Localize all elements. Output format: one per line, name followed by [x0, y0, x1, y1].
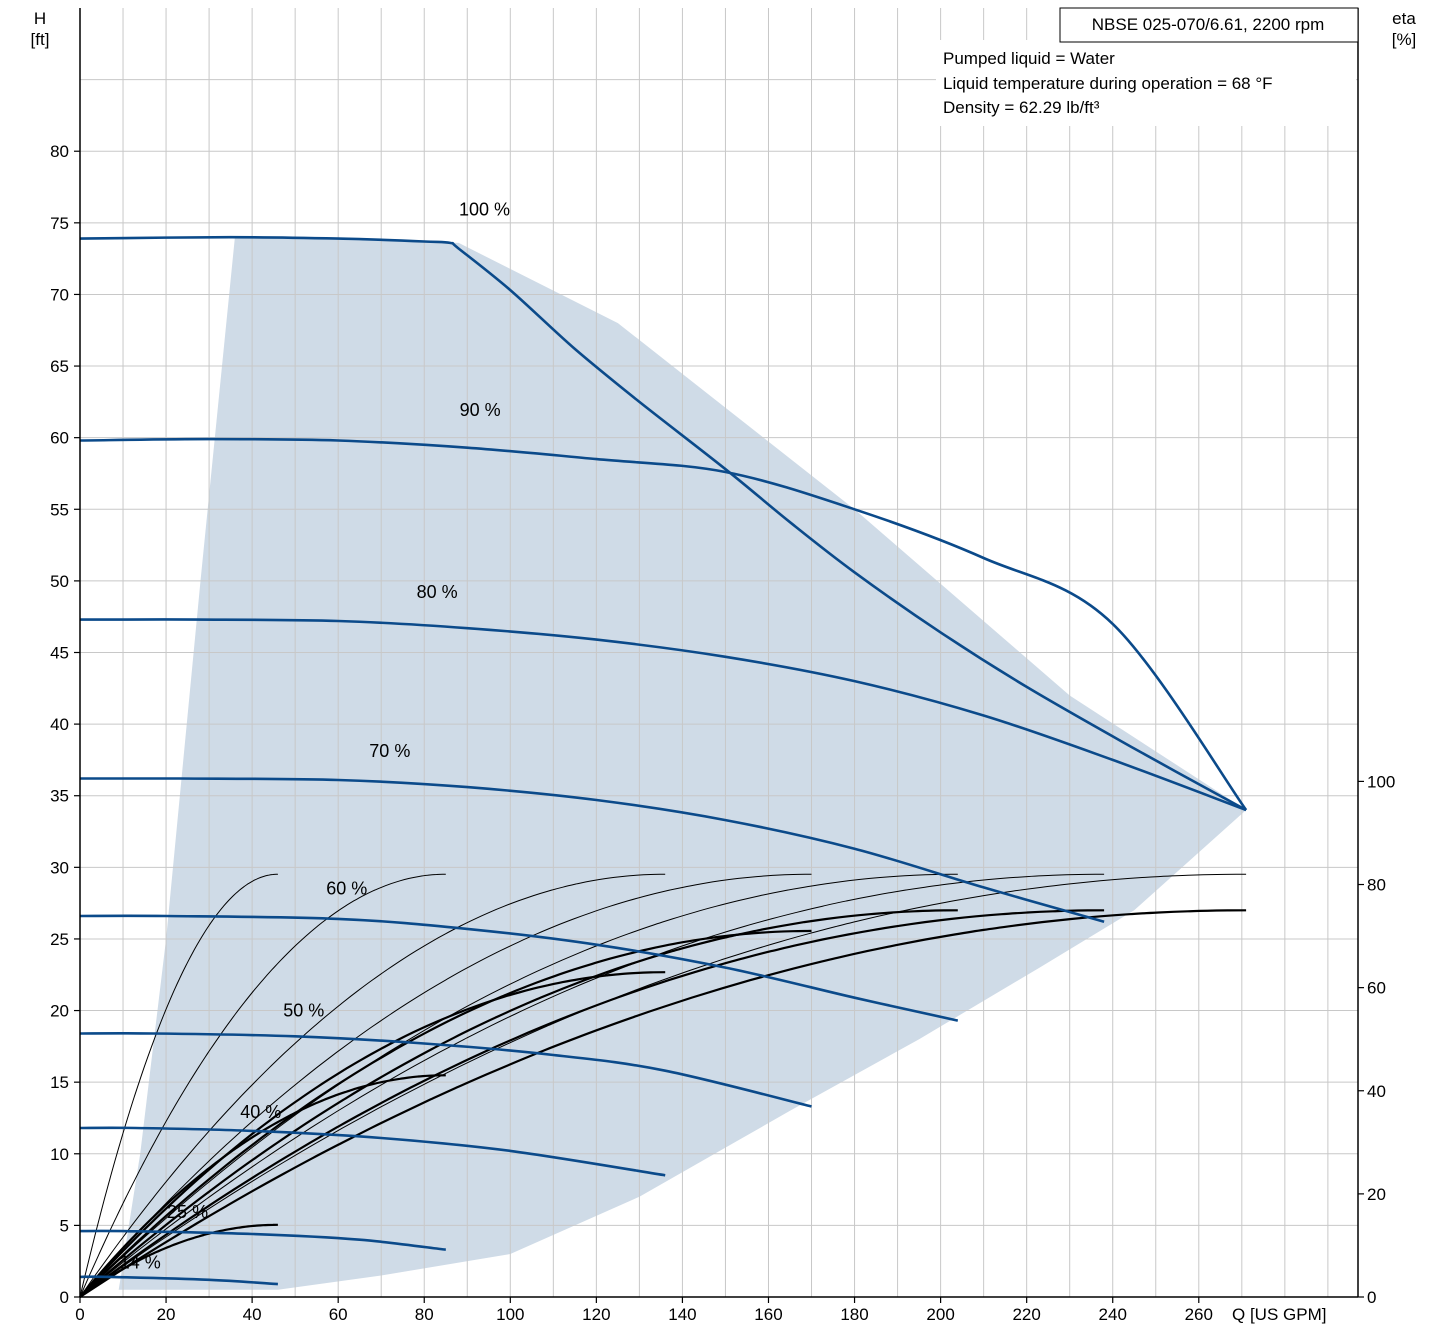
y2-tick-label: 80 — [1367, 876, 1386, 895]
y2-tick-label: 40 — [1367, 1082, 1386, 1101]
x-tick-label: 240 — [1099, 1305, 1127, 1324]
x-tick-label: 220 — [1012, 1305, 1040, 1324]
info-panel — [936, 40, 1356, 126]
efficiency-curve — [79, 909, 1247, 1298]
y-tick-label: 55 — [50, 500, 69, 519]
y-tick-label: 30 — [50, 858, 69, 877]
head-curve-label: 70 % — [369, 741, 410, 761]
y-tick-label: 60 — [50, 429, 69, 448]
y-tick-label: 45 — [50, 644, 69, 663]
y-axis-label-line2: [ft] — [31, 30, 50, 49]
efficiency-curve — [79, 873, 958, 1298]
x-tick-label: 60 — [329, 1305, 348, 1324]
efficiency-curve — [79, 873, 812, 1298]
y-axis-left-ticks: 0 5 10 15 20 25 30 35 40 45 50 55 60 65 70 75 80 — [50, 142, 80, 1307]
efficiency-curves — [79, 873, 1247, 1298]
x-tick-label: 20 — [157, 1305, 176, 1324]
head-curve — [79, 437, 1248, 811]
y-tick-label: 40 — [50, 715, 69, 734]
y2-tick-label: 20 — [1367, 1185, 1386, 1204]
x-tick-label: 80 — [415, 1305, 434, 1324]
y-tick-label: 70 — [50, 285, 69, 304]
head-curve — [79, 914, 959, 1022]
y-tick-label: 10 — [50, 1145, 69, 1164]
x-tick-label: 260 — [1185, 1305, 1213, 1324]
grid-lines — [80, 8, 1358, 1297]
y2-axis-label-line1: eta — [1392, 9, 1416, 28]
y-tick-label: 20 — [50, 1002, 69, 1021]
efficiency-curve — [79, 909, 1105, 1298]
x-axis-label: Q [US GPM] — [1232, 1305, 1326, 1324]
y-tick-label: 80 — [50, 142, 69, 161]
head-curve-label: 14 % — [120, 1252, 161, 1272]
x-tick-label: 0 — [75, 1305, 84, 1324]
y-tick-label: 25 — [50, 930, 69, 949]
info-pumped-liquid: Pumped liquid = Water — [943, 49, 1115, 68]
y2-tick-label: 0 — [1367, 1288, 1376, 1307]
x-tick-label: 120 — [582, 1305, 610, 1324]
y-tick-label: 35 — [50, 787, 69, 806]
title-box — [1059, 7, 1359, 43]
head-curves — [79, 235, 1248, 1286]
head-curve-label: 60 % — [326, 879, 367, 899]
y-axis-right-ticks: 0 20 40 60 80 100 — [1358, 772, 1395, 1307]
head-curve-label: 90 % — [460, 400, 501, 420]
x-tick-label: 200 — [926, 1305, 954, 1324]
head-curve-label: 80 % — [417, 582, 458, 602]
y2-tick-label: 60 — [1367, 979, 1386, 998]
head-curve-label: 100 % — [459, 200, 510, 220]
x-tick-label: 180 — [840, 1305, 868, 1324]
y-axis-label-line1: H — [34, 9, 46, 28]
y-tick-label: 50 — [50, 572, 69, 591]
efficiency-curve — [79, 873, 1247, 1298]
y-tick-label: 5 — [60, 1216, 69, 1235]
x-tick-label: 40 — [243, 1305, 262, 1324]
y-tick-label: 15 — [50, 1073, 69, 1092]
efficiency-curve — [79, 971, 666, 1298]
head-curve — [79, 777, 1105, 924]
info-liquid-temperature: Liquid temperature during operation = 68… — [943, 74, 1273, 93]
x-tick-label: 160 — [754, 1305, 782, 1324]
head-curve — [79, 1229, 446, 1251]
efficiency-curve — [79, 873, 1105, 1298]
head-curve — [79, 618, 1247, 812]
x-axis-ticks: 0 20 40 60 80 100 120 140 160 180 200 220 240 260 — [75, 1297, 1213, 1324]
efficiency-curve — [79, 873, 666, 1298]
info-density: Density = 62.29 lb/ft³ — [943, 98, 1100, 117]
y-tick-label: 0 — [60, 1288, 69, 1307]
efficiency-curve — [79, 909, 958, 1298]
head-curve-label: 25 % — [167, 1202, 208, 1222]
efficiency-curve — [79, 929, 812, 1298]
x-tick-label: 100 — [496, 1305, 524, 1324]
y-tick-label: 75 — [50, 214, 69, 233]
chart-title: NBSE 025-070/6.61, 2200 rpm — [1092, 15, 1324, 34]
head-curve-label: 40 % — [240, 1102, 281, 1122]
efficiency-curve — [79, 873, 278, 1298]
efficiency-curve — [79, 873, 446, 1298]
head-curve — [79, 1126, 666, 1177]
y2-axis-label-line2: [%] — [1392, 30, 1417, 49]
head-curve — [79, 235, 1247, 812]
x-tick-label: 140 — [668, 1305, 696, 1324]
head-curve-label: 50 % — [283, 1000, 324, 1020]
head-curve — [79, 1275, 278, 1286]
head-curve-labels: 100 % 90 % 80 % 70 % 60 % 50 % 40 % 25 % 14 % — [120, 200, 510, 1273]
head-curve — [79, 1031, 812, 1108]
y-tick-label: 65 — [50, 357, 69, 376]
y2-tick-label: 100 — [1367, 772, 1395, 791]
